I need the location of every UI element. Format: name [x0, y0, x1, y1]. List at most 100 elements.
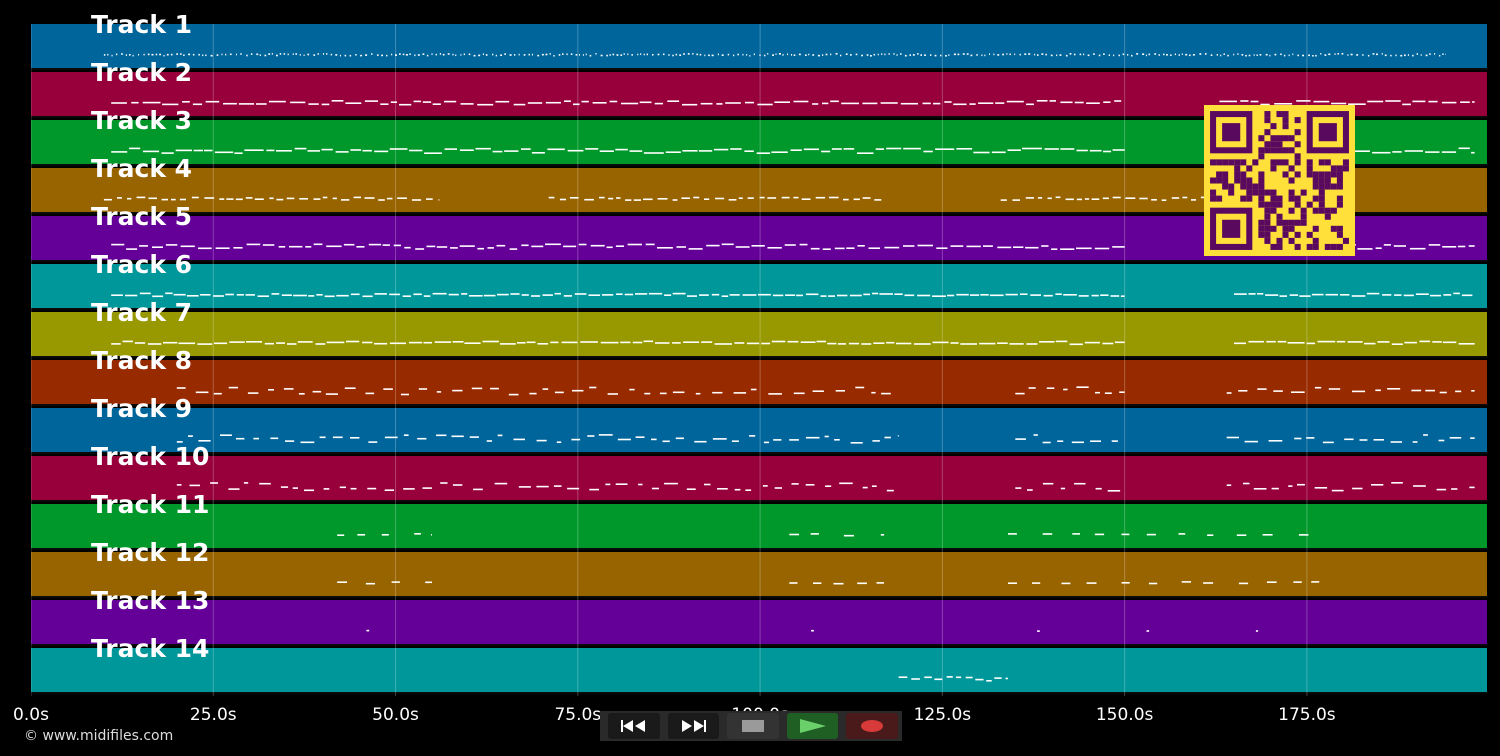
- note-mark: [1042, 533, 1053, 535]
- note-mark: [717, 488, 728, 490]
- note-mark: [812, 54, 815, 56]
- note-mark: [1032, 582, 1041, 584]
- note-mark: [1104, 392, 1112, 394]
- note-mark: [970, 294, 980, 296]
- note-mark: [344, 387, 356, 389]
- note-mark: [374, 293, 387, 295]
- note-mark: [210, 54, 213, 57]
- note-mark: [321, 148, 333, 151]
- note-mark: [945, 55, 947, 57]
- note-mark: [299, 54, 301, 56]
- note-mark: [1245, 54, 1247, 57]
- note-mark: [335, 151, 349, 153]
- track-lane: [31, 600, 1487, 646]
- note-mark: [745, 101, 754, 104]
- note-mark: [204, 149, 213, 152]
- note-mark: [1028, 387, 1036, 389]
- note-mark: [426, 198, 433, 200]
- note-mark: [179, 198, 186, 201]
- note-mark: [651, 438, 657, 441]
- note-mark: [912, 54, 915, 56]
- note-mark: [432, 292, 447, 295]
- note-mark: [1298, 534, 1309, 536]
- play-button[interactable]: [786, 713, 839, 739]
- note-mark: [896, 342, 912, 345]
- note-mark: [382, 244, 390, 246]
- note-mark: [1337, 53, 1339, 55]
- note-mark: [1065, 54, 1068, 57]
- note-mark: [1121, 582, 1130, 584]
- note-mark: [1112, 196, 1121, 199]
- note-mark: [1027, 489, 1033, 491]
- note-mark: [750, 388, 757, 391]
- note-mark: [1269, 54, 1271, 57]
- note-mark: [681, 197, 690, 199]
- record-button[interactable]: [846, 713, 898, 739]
- note-mark: [495, 54, 497, 57]
- note-mark: [579, 54, 580, 56]
- note-mark: [767, 247, 782, 249]
- track-label: Track 13: [91, 586, 210, 615]
- note-mark: [793, 392, 805, 395]
- note-mark: [1381, 53, 1383, 55]
- note-mark: [1060, 101, 1073, 104]
- note-mark: [615, 148, 628, 151]
- note-mark: [1311, 581, 1320, 583]
- note-mark: [956, 293, 969, 296]
- note-mark: [948, 54, 950, 56]
- note-mark: [638, 483, 643, 486]
- note-mark: [1404, 54, 1406, 57]
- note-mark: [400, 393, 409, 396]
- note-mark: [1442, 53, 1444, 55]
- note-mark: [1002, 53, 1004, 56]
- note-mark: [1315, 54, 1317, 57]
- note-mark: [545, 243, 561, 246]
- note-mark: [830, 53, 832, 56]
- note-mark: [843, 148, 855, 150]
- note-mark: [1306, 437, 1315, 439]
- note-mark: [1391, 343, 1403, 345]
- note-mark: [715, 197, 725, 200]
- note-mark: [761, 342, 771, 345]
- note-mark: [917, 53, 919, 55]
- note-mark: [607, 393, 618, 395]
- note-mark: [633, 199, 641, 201]
- note-mark: [1255, 630, 1259, 632]
- rewind-button[interactable]: [608, 713, 660, 739]
- note-mark: [1033, 434, 1038, 436]
- note-mark: [161, 152, 174, 154]
- note-mark: [205, 54, 207, 57]
- note-mark: [332, 436, 343, 439]
- note-mark: [627, 53, 629, 56]
- note-mark: [292, 53, 294, 55]
- note-mark: [447, 53, 450, 55]
- note-mark: [1350, 53, 1353, 56]
- note-mark: [687, 53, 690, 55]
- note-mark: [246, 243, 261, 246]
- stop-button[interactable]: [727, 713, 779, 739]
- note-mark: [1347, 341, 1363, 343]
- note-mark: [155, 53, 158, 56]
- note-mark: [606, 246, 613, 249]
- note-mark: [1120, 295, 1125, 297]
- note-mark: [896, 54, 898, 56]
- note-mark: [1352, 390, 1366, 393]
- note-mark: [527, 102, 543, 104]
- note-mark: [934, 678, 943, 681]
- note-mark: [667, 100, 680, 102]
- note-mark: [1112, 246, 1125, 248]
- note-mark: [240, 53, 242, 55]
- note-mark: [997, 54, 1000, 56]
- note-mark: [496, 244, 506, 247]
- note-mark: [995, 102, 1005, 104]
- note-mark: [1265, 53, 1268, 56]
- note-mark: [799, 243, 808, 246]
- note-mark: [1074, 101, 1084, 104]
- note-mark: [1402, 103, 1411, 106]
- note-mark: [1019, 53, 1021, 56]
- note-mark: [269, 197, 274, 200]
- note-mark: [1008, 582, 1017, 584]
- note-mark: [978, 102, 994, 104]
- note-mark: [293, 294, 307, 297]
- fast-forward-button[interactable]: [667, 713, 720, 739]
